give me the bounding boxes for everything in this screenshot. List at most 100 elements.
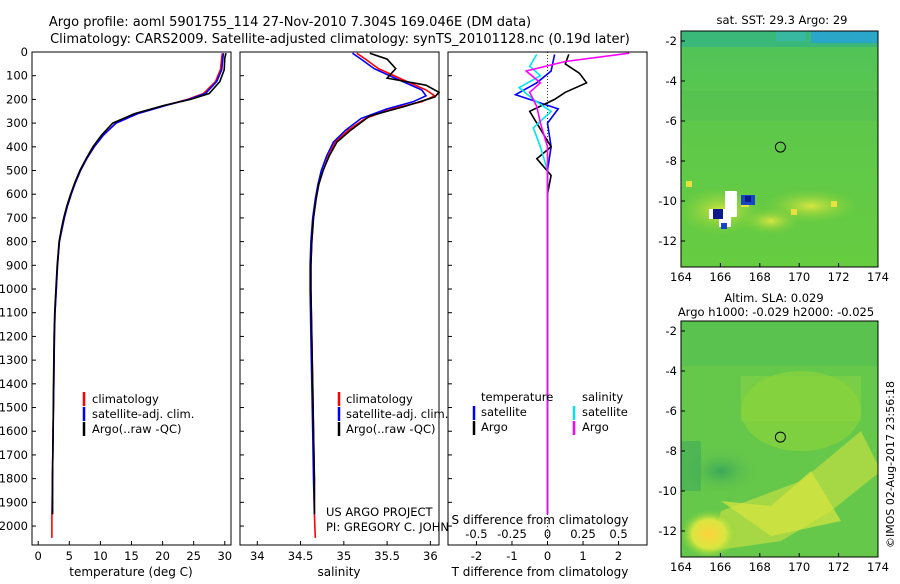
- y-tick-label: 900: [6, 258, 28, 272]
- y-tick-label: 800: [6, 235, 28, 249]
- map-x-tick-label: 166: [709, 560, 731, 574]
- series-line-satellite-adj-clim: [309, 52, 428, 515]
- y-tick-label: 2000: [0, 519, 28, 533]
- series-line-salinity-argo: [524, 52, 630, 515]
- x-top-tick-label: -0.25: [497, 527, 527, 541]
- x-tick-label: 36: [423, 549, 438, 563]
- legend-heading-temperature: temperature: [481, 390, 553, 404]
- y-tick-label: 700: [6, 211, 28, 225]
- legend-label-temp-satellite: satellite: [481, 405, 527, 419]
- x-tick-label: 0: [544, 549, 551, 563]
- legend-label-climatology: climatology: [92, 392, 159, 406]
- x-tick-label: 20: [155, 549, 170, 563]
- x-tick-label: 2: [615, 549, 622, 563]
- sst-map-panel: sat. SST: 29.3 Argo: 29 164 166 168 170 172 1…: [658, 13, 889, 284]
- legend-label-satellite: satellite-adj. clim.: [92, 407, 194, 421]
- sla-map-frame: [680, 320, 879, 558]
- sst-argo-location-marker: [774, 141, 786, 153]
- map-x-tick-label: 172: [828, 270, 850, 284]
- x-tick-label: 1: [579, 549, 586, 563]
- sla-map-title: Altim. SLA: 0.029: [724, 291, 823, 305]
- y-tick-label: 1000: [0, 282, 28, 296]
- x-top-tick-label: 0.5: [609, 527, 627, 541]
- difference-xlabel-bottom: T difference from climatology: [451, 565, 629, 579]
- map-x-tick-label: 166: [709, 270, 731, 284]
- figure-title-line2: Climatology: CARS2009. Satellite-adjuste…: [50, 32, 630, 47]
- x-tick-label: 5: [66, 549, 73, 563]
- y-tick-label: 600: [6, 187, 28, 201]
- map-x-tick-label: 174: [867, 270, 889, 284]
- y-tick-label: 1800: [0, 472, 28, 486]
- x-tick-label: -1: [506, 549, 517, 563]
- map-x-tick-label: 168: [749, 270, 771, 284]
- sst-map-frame: [680, 30, 879, 268]
- map-x-tick-label: 172: [828, 560, 850, 574]
- temperature-axes-frame: [31, 51, 232, 546]
- y-tick-label: 1700: [0, 448, 28, 462]
- sla-map-image: [681, 321, 878, 557]
- map-y-tick-label: -2: [666, 34, 677, 48]
- legend-label-temp-argo: Argo: [481, 420, 508, 434]
- x-top-tick-label: 0: [544, 527, 551, 541]
- legend-label-sal-satellite: satellite: [582, 405, 628, 419]
- legend-label-argo: Argo(..raw -QC): [346, 422, 436, 436]
- map-y-tick-label: -12: [658, 524, 677, 538]
- y-tick-label: 400: [6, 140, 28, 154]
- legend-label-climatology: climatology: [346, 392, 413, 406]
- map-x-tick-label: 174: [867, 560, 889, 574]
- map-y-tick-label: -6: [666, 404, 677, 418]
- series-line-argo-raw-qc: [51, 53, 227, 515]
- y-tick-label: 1200: [0, 329, 28, 343]
- x-tick-label: 10: [93, 549, 108, 563]
- salinity-xlabel: salinity: [317, 565, 360, 579]
- map-x-tick-label: 170: [788, 270, 810, 284]
- y-tick-label: 1600: [0, 424, 28, 438]
- x-top-tick-label: 0.25: [570, 527, 596, 541]
- y-tick-label: 500: [6, 164, 28, 178]
- sst-map-title: sat. SST: 29.3 Argo: 29: [717, 13, 848, 27]
- y-tick-label: 100: [6, 69, 28, 83]
- map-x-tick-label: 168: [749, 560, 771, 574]
- sla-map-panel: Altim. SLA: 0.029 Argo h1000: -0.029 h20…: [658, 291, 889, 574]
- salinity-legend: climatology satellite-adj. clim. Argo(..…: [337, 392, 448, 436]
- x-tick-label: 35.5: [374, 549, 400, 563]
- legend-label-argo: Argo(..raw -QC): [92, 422, 182, 436]
- difference-panel: -2 -1 0 1 2 -0.5 -0.25 0 0.25 0.5 T difference fr…: [447, 51, 648, 579]
- map-y-tick-label: -2: [666, 324, 677, 338]
- salinity-axes-frame: [239, 51, 440, 546]
- map-x-tick-label: 170: [788, 560, 810, 574]
- temperature-panel: 0 100 200 300 400 500 600 700 800 900 1000 1100 1200…: [0, 45, 232, 579]
- credit-project: US ARGO PROJECT: [326, 505, 434, 519]
- y-tick-label: 1400: [0, 377, 28, 391]
- map-x-tick-label: 164: [670, 560, 692, 574]
- temperature-xlabel: temperature (deg C): [69, 565, 192, 579]
- difference-legend: temperature satellite Argo salinity sate…: [472, 390, 628, 435]
- y-tick-label: 1500: [0, 401, 28, 415]
- y-tick-label: 300: [6, 116, 28, 130]
- sla-argo-location-marker: [774, 431, 786, 443]
- y-tick-label: 1100: [0, 306, 28, 320]
- temperature-legend: climatology satellite-adj. clim. Argo(..…: [82, 392, 194, 436]
- x-tick-label: 25: [186, 549, 201, 563]
- legend-heading-salinity: salinity: [582, 390, 623, 404]
- y-tick-label: 1300: [0, 353, 28, 367]
- y-tick-label: 200: [6, 92, 28, 106]
- map-y-tick-label: -8: [666, 154, 677, 168]
- x-tick-label: 34: [250, 549, 265, 563]
- x-tick-label: 35: [337, 549, 352, 563]
- copyright-stamp: ©IMOS 02-Aug-2017 23:56:18: [884, 381, 897, 548]
- x-tick-label: 0: [35, 549, 42, 563]
- figure-title-line1: Argo profile: aoml 5901755_114 27-Nov-20…: [49, 15, 531, 30]
- x-top-tick-label: -0.5: [465, 527, 487, 541]
- difference-xlabel-top: S difference from climatology: [452, 513, 629, 527]
- x-tick-label: 15: [124, 549, 139, 563]
- sla-map-subtitle: Argo h1000: -0.029 h2000: -0.025: [678, 305, 874, 319]
- legend-label-sal-argo: Argo: [582, 420, 609, 434]
- legend-label-satellite: satellite-adj. clim.: [346, 407, 448, 421]
- map-x-tick-label: 164: [670, 270, 692, 284]
- x-tick-label: 34.5: [288, 549, 314, 563]
- map-y-tick-label: -10: [658, 484, 677, 498]
- map-y-tick-label: -4: [666, 74, 677, 88]
- sst-map-image: [681, 31, 878, 267]
